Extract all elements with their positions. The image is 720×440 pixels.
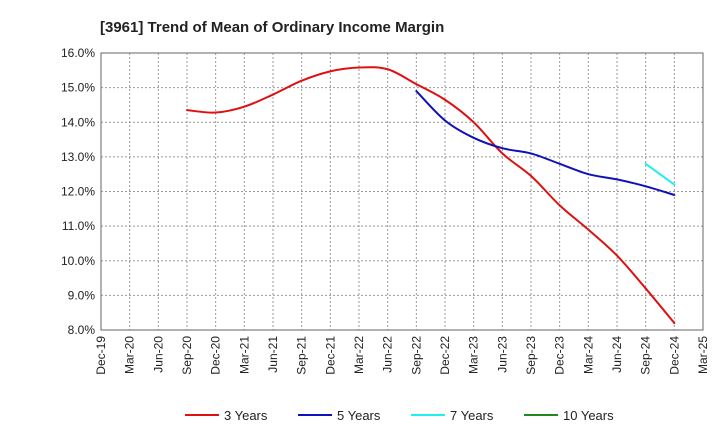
x-tick-label: Jun-23 — [495, 336, 509, 373]
x-tick-label: Sep-22 — [409, 336, 423, 375]
legend-label-7-years: 7 Years — [450, 408, 494, 423]
series-line-3-years — [186, 66, 676, 325]
y-tick-label: 16.0% — [61, 46, 95, 60]
y-tick-label: 13.0% — [61, 150, 95, 164]
axes: 8.0% 9.0% 10.0% 11.0% 12.0% 13.0% 14.0% 15.0% 16… — [61, 46, 710, 375]
y-tick-label: 12.0% — [61, 185, 95, 199]
x-tick-label: Sep-20 — [180, 336, 194, 375]
x-tick-label: Dec-22 — [438, 336, 452, 375]
plot-border — [100, 52, 704, 331]
series-lines — [186, 66, 676, 325]
y-tick-label: 8.0% — [68, 323, 96, 337]
x-tick-label: Mar-22 — [352, 336, 366, 374]
series-line-5-years — [415, 90, 676, 196]
legend-label-10-years: 10 Years — [563, 408, 614, 423]
y-tick-label: 11.0% — [62, 219, 95, 233]
legend-label-3-years: 3 Years — [224, 408, 268, 423]
x-tick-label: Mar-20 — [123, 336, 137, 374]
chart-title: [3961] Trend of Mean of Ordinary Income … — [100, 19, 444, 36]
x-tick-label: Sep-24 — [639, 336, 653, 375]
y-tick-label: 10.0% — [61, 254, 95, 268]
x-tick-label: Jun-24 — [610, 336, 624, 373]
x-tick-label: Dec-23 — [553, 336, 567, 375]
x-tick-label: Jun-21 — [266, 336, 280, 373]
x-tick-label: Mar-24 — [581, 336, 595, 374]
x-tick-label: Mar-21 — [237, 336, 251, 374]
x-tick-label: Sep-21 — [295, 336, 309, 375]
x-tick-label: Jun-20 — [151, 336, 165, 373]
y-tick-label: 14.0% — [61, 115, 95, 129]
x-tick-label: Dec-21 — [323, 336, 337, 375]
x-tick-label: Mar-23 — [467, 336, 481, 374]
x-tick-label: Jun-22 — [381, 336, 395, 373]
x-tick-label: Sep-23 — [524, 336, 538, 375]
y-tick-label: 15.0% — [61, 81, 95, 95]
grid — [101, 53, 703, 330]
x-tick-label: Dec-19 — [94, 336, 108, 375]
legend: 3 Years 5 Years 7 Years 10 Years — [185, 408, 614, 423]
x-tick-label: Mar-25 — [696, 336, 710, 374]
legend-label-5-years: 5 Years — [337, 408, 381, 423]
x-tick-label: Dec-24 — [667, 336, 681, 375]
series-line-7-years — [644, 162, 676, 186]
y-tick-label: 9.0% — [68, 288, 96, 302]
x-tick-label: Dec-20 — [209, 336, 223, 375]
